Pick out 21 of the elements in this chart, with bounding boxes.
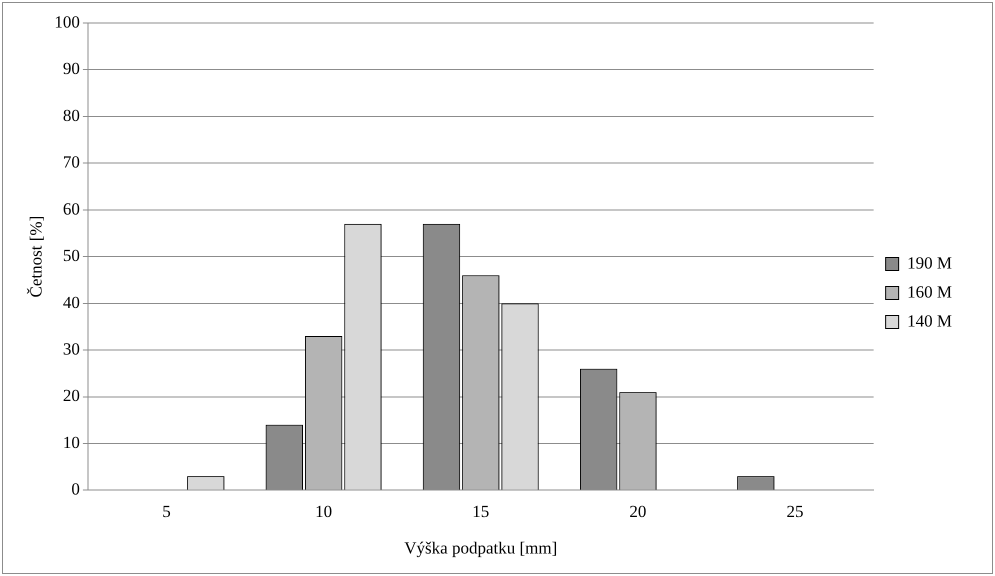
y-tick-label: 40 xyxy=(62,292,80,312)
y-tick-label: 90 xyxy=(62,59,80,78)
x-tick-label: 10 xyxy=(315,502,332,521)
y-axis-title: Četnost [%] xyxy=(26,216,46,298)
y-tick-label: 50 xyxy=(62,246,80,266)
legend-label: 190 M xyxy=(907,253,952,272)
x-tick-label: 20 xyxy=(629,502,646,521)
x-tick-label: 5 xyxy=(162,502,171,521)
x-axis-title: Výška podpatku [mm] xyxy=(404,538,558,558)
y-tick-label: 20 xyxy=(62,386,80,406)
x-tick-label: 25 xyxy=(786,502,804,521)
x-tick-label: 15 xyxy=(472,502,490,521)
y-tick-label: 100 xyxy=(54,12,80,32)
y-tick-label: 80 xyxy=(62,106,80,125)
y-tick-label: 60 xyxy=(62,199,80,218)
y-tick-label: 30 xyxy=(62,340,80,359)
y-tick-label: 70 xyxy=(62,152,80,172)
legend-label: 160 M xyxy=(907,282,952,302)
legend-label: 140 M xyxy=(907,311,952,330)
y-tick-label: 0 xyxy=(71,480,80,499)
y-tick-label: 10 xyxy=(62,432,80,452)
